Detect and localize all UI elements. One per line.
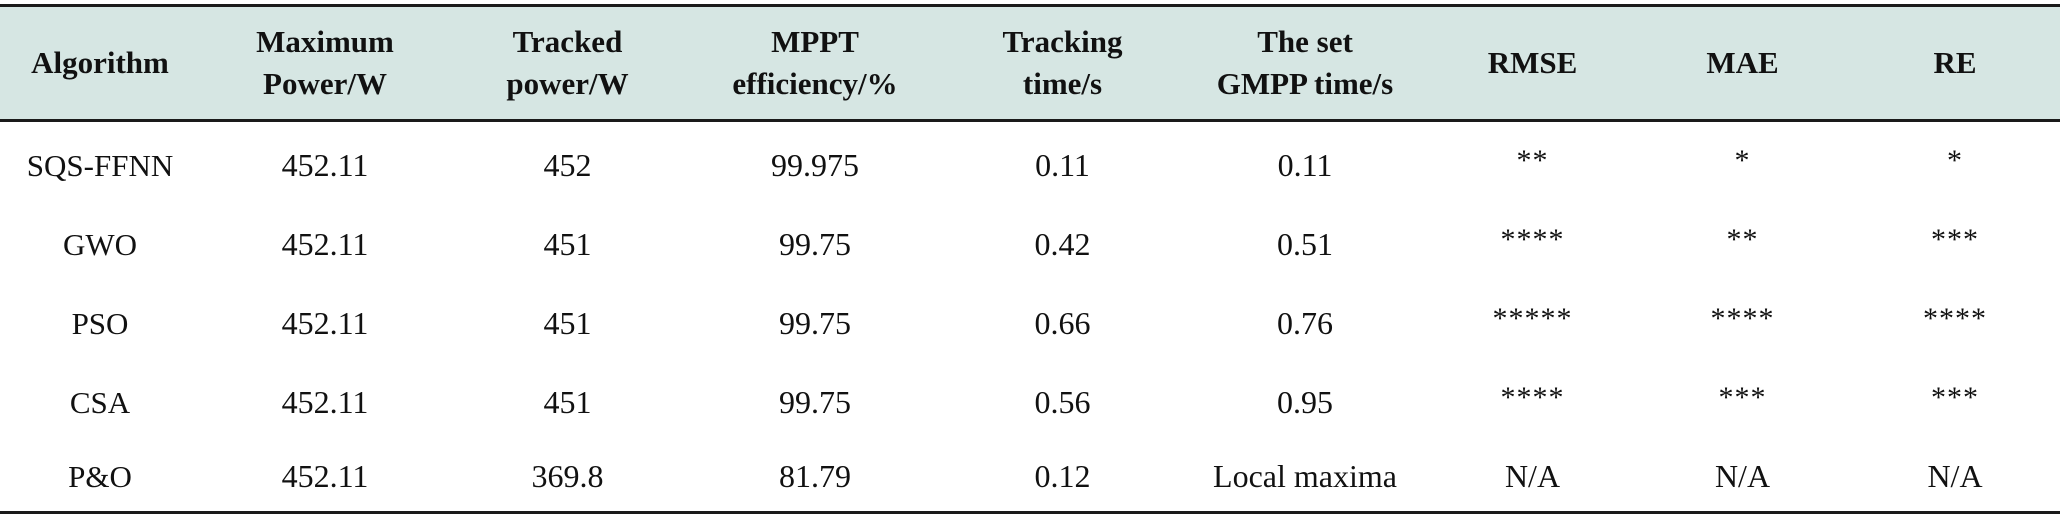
results-table-container: Algorithm Maximum Power/W Tracked power/… xyxy=(0,4,2060,514)
cell-mae: * xyxy=(1734,143,1751,177)
cell-maximum-power: 452.11 xyxy=(200,442,450,514)
cell-re: N/A xyxy=(1850,442,2060,514)
table-row: PSO 452.11 451 99.75 0.66 0.76 ***** ***… xyxy=(0,284,2060,363)
cell-re: * xyxy=(1947,143,1963,177)
cell-tracking-time: 0.42 xyxy=(1034,226,1091,262)
cell-gmpp-time: Local maxima xyxy=(1180,442,1430,514)
cell-mppt-efficiency: 81.79 xyxy=(685,442,945,514)
cell-re: **** xyxy=(1923,301,1987,335)
cell-tracked-power: 369.8 xyxy=(450,442,685,514)
header-rmse: RMSE xyxy=(1430,4,1635,122)
cell-algorithm: PSO xyxy=(71,305,129,341)
cell-gmpp-time: 0.95 xyxy=(1277,384,1333,420)
cell-re: *** xyxy=(1931,380,1979,414)
cell-algorithm: SQS-FFNN xyxy=(26,147,174,183)
cell-mppt-efficiency: 99.75 xyxy=(779,226,851,262)
cell-tracked-power: 452 xyxy=(543,147,592,183)
cell-maximum-power: 452.11 xyxy=(281,226,369,262)
cell-gmpp-time: 0.51 xyxy=(1277,226,1333,262)
header-mppt-efficiency: MPPT efficiency/% xyxy=(685,4,945,122)
header-row: Algorithm Maximum Power/W Tracked power/… xyxy=(0,4,2060,122)
cell-tracking-time: 0.56 xyxy=(1034,384,1091,420)
cell-mppt-efficiency: 99.975 xyxy=(771,147,859,183)
cell-tracking-time: 0.66 xyxy=(1034,305,1091,341)
algorithm-comparison-table: Algorithm Maximum Power/W Tracked power/… xyxy=(0,4,2060,514)
cell-maximum-power: 452.11 xyxy=(281,147,369,183)
cell-mae: N/A xyxy=(1635,442,1850,514)
cell-mppt-efficiency: 99.75 xyxy=(779,384,851,420)
cell-tracked-power: 451 xyxy=(543,226,592,262)
table-row: SQS-FFNN 452.11 452 99.975 0.11 0.11 ** … xyxy=(0,121,2060,206)
header-mae: MAE xyxy=(1635,4,1850,122)
cell-mae: ** xyxy=(1726,222,1759,256)
cell-rmse: **** xyxy=(1500,222,1565,256)
header-tracked-power: Tracked power/W xyxy=(450,4,685,122)
cell-re: *** xyxy=(1931,222,1979,256)
cell-maximum-power: 452.11 xyxy=(281,305,369,341)
table-row: P&O 452.11 369.8 81.79 0.12 Local maxima… xyxy=(0,442,2060,514)
header-re: RE xyxy=(1850,4,2060,122)
cell-rmse: ** xyxy=(1516,143,1549,177)
header-algorithm: Algorithm xyxy=(0,4,200,122)
cell-rmse: ***** xyxy=(1492,301,1573,335)
header-gmpp-time: The set GMPP time/s xyxy=(1180,4,1430,122)
cell-gmpp-time: 0.76 xyxy=(1277,305,1333,341)
header-tracking-time: Tracking time/s xyxy=(945,4,1180,122)
cell-mppt-efficiency: 99.75 xyxy=(779,305,851,341)
cell-maximum-power: 452.11 xyxy=(281,384,369,420)
header-maximum-power: Maximum Power/W xyxy=(200,4,450,122)
cell-algorithm: CSA xyxy=(69,384,131,420)
cell-tracked-power: 451 xyxy=(543,384,592,420)
table-row: CSA 452.11 451 99.75 0.56 0.95 **** *** … xyxy=(0,363,2060,442)
cell-algorithm: GWO xyxy=(62,226,138,262)
cell-tracking-time: 0.11 xyxy=(1035,147,1090,183)
cell-tracking-time: 0.12 xyxy=(945,442,1180,514)
cell-rmse: **** xyxy=(1500,380,1565,414)
cell-mae: *** xyxy=(1718,380,1767,414)
cell-rmse: N/A xyxy=(1430,442,1635,514)
table-row: GWO 452.11 451 99.75 0.42 0.51 **** ** *… xyxy=(0,205,2060,284)
cell-algorithm: P&O xyxy=(0,442,200,514)
cell-mae: **** xyxy=(1710,301,1775,335)
cell-tracked-power: 451 xyxy=(543,305,592,341)
cell-gmpp-time: 0.11 xyxy=(1277,147,1333,183)
